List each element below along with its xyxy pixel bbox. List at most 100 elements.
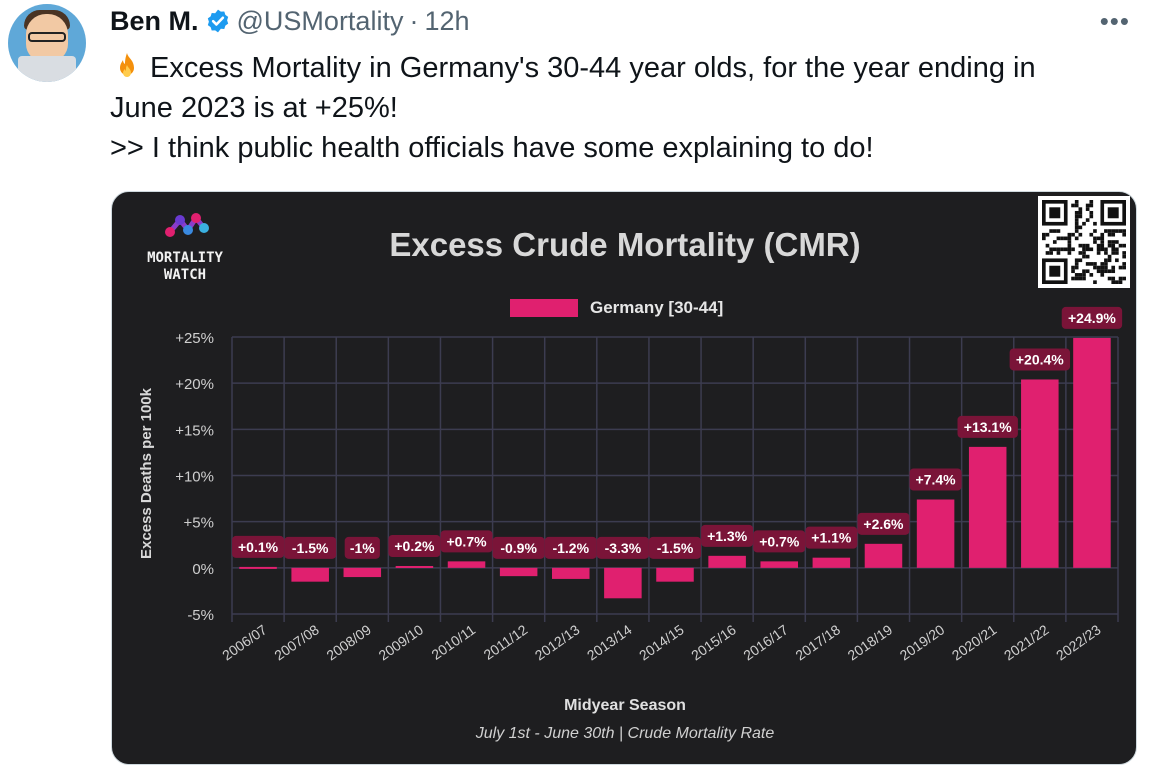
- mortality-watch-logo: MORTALITY WATCH: [130, 208, 240, 283]
- data-label: +20.4%: [1016, 351, 1064, 367]
- bar-2006-07: [239, 566, 277, 569]
- data-label-bg: [440, 530, 493, 553]
- x-tick-label: 2014/15: [636, 621, 687, 663]
- data-label: -0.9%: [500, 540, 537, 556]
- y-tick-label: +20%: [175, 376, 214, 393]
- author-name[interactable]: Ben M.: [110, 5, 199, 36]
- bar-2021-22: [1021, 379, 1059, 568]
- data-label-bg: [1061, 306, 1123, 329]
- tweet-line-1: Excess Mortality in Germany's 30-44 year…: [150, 52, 1036, 84]
- tweet-header: Ben M. @USMortality · 12h: [110, 4, 470, 38]
- bar-2017-18: [812, 557, 851, 568]
- bar-2008-09: [343, 567, 382, 578]
- avatar-glasses: [28, 32, 66, 42]
- data-label: -1%: [350, 540, 375, 556]
- y-tick-label: +5%: [184, 515, 214, 532]
- y-tick-label: +10%: [175, 469, 214, 486]
- separator-dot: ·: [409, 5, 419, 36]
- fire-emoji-icon: [120, 53, 134, 77]
- data-label-bg: [701, 524, 754, 547]
- verified-badge-icon: [207, 9, 228, 33]
- data-label-bg: [1009, 348, 1071, 371]
- data-label: +0.7%: [759, 533, 800, 549]
- x-tick-label: 2020/21: [949, 621, 1000, 663]
- post-time[interactable]: 12h: [424, 5, 470, 36]
- data-label: +13.1%: [964, 419, 1012, 435]
- data-label-bg: [909, 468, 962, 491]
- bar-2022-23: [1073, 337, 1111, 568]
- logo-graphic-icon: [165, 213, 209, 237]
- data-label-bg: [544, 536, 597, 559]
- bar-2016-17: [760, 561, 798, 568]
- chart-footnote: July 1st - June 30th | Crude Mortality R…: [475, 725, 775, 742]
- x-tick-label: 2008/09: [323, 621, 374, 663]
- bar-2018-19: [864, 543, 903, 568]
- bar-2009-10: [395, 565, 434, 568]
- bar-2014-15: [656, 567, 694, 582]
- data-label: +0.1%: [238, 539, 279, 555]
- x-tick-label: 2011/12: [481, 621, 531, 663]
- y-tick-label: +15%: [175, 422, 214, 439]
- data-label-bg: [388, 534, 441, 557]
- y-tick-label: 0%: [192, 561, 214, 578]
- data-label-bg: [957, 415, 1018, 438]
- data-label-bg: [649, 536, 701, 559]
- tweet-line-3: >> I think public health officials have …: [110, 132, 874, 164]
- x-axis-title: Midyear Season: [564, 697, 686, 714]
- x-tick-label: 2010/11: [428, 621, 478, 663]
- data-label: +0.2%: [394, 538, 435, 554]
- data-label: +7.4%: [916, 472, 957, 488]
- data-label-bg: [857, 512, 910, 535]
- data-label: +0.7%: [446, 533, 487, 549]
- tweet-line-2: June 2023 is at +25%!: [110, 92, 398, 124]
- y-tick-label: +25%: [175, 330, 214, 347]
- data-label-bg: [805, 526, 858, 549]
- bar-2020-21: [968, 446, 1007, 568]
- more-options-icon[interactable]: •••: [1099, 6, 1130, 36]
- avatar-laptop: [18, 56, 76, 82]
- x-tick-label: 2007/08: [271, 621, 322, 663]
- x-tick-label: 2006/07: [219, 621, 270, 663]
- x-tick-label: 2018/19: [845, 621, 896, 663]
- bar-2015-16: [708, 555, 746, 568]
- bar-2012-13: [552, 567, 590, 579]
- x-tick-label: 2019/20: [897, 621, 948, 663]
- x-tick-label: 2021/22: [1001, 621, 1052, 663]
- data-label: -1.5%: [657, 540, 694, 556]
- data-label: +1.3%: [707, 528, 748, 544]
- data-label-bg: [284, 536, 337, 559]
- bar-2010-11: [447, 561, 486, 568]
- logo-text-line-2: WATCH: [163, 267, 207, 283]
- data-label-bg: [753, 530, 806, 553]
- x-tick-label: 2013/14: [584, 621, 635, 663]
- bar-2013-14: [604, 567, 642, 599]
- avatar-face: [26, 14, 68, 62]
- data-label-bg: [232, 535, 285, 558]
- tweet-text: Excess Mortality in Germany's 30-44 year…: [110, 48, 1130, 168]
- author-handle[interactable]: @USMortality: [236, 5, 404, 36]
- bar-2019-20: [916, 499, 955, 568]
- data-label-bg: [492, 536, 545, 559]
- data-label: +24.9%: [1068, 310, 1116, 326]
- data-label: -1.5%: [292, 540, 329, 556]
- data-label: +1.1%: [811, 530, 852, 546]
- chart-card[interactable]: MORTALITY WATCH Excess Crude Mortality (…: [111, 191, 1137, 765]
- x-tick-label: 2016/17: [740, 621, 791, 663]
- chart-legend: Germany [30-44]: [510, 298, 723, 318]
- y-axis-title: Excess Deaths per 100k: [138, 387, 155, 559]
- x-tick-label: 2012/13: [532, 621, 583, 663]
- data-label-bg: [596, 536, 649, 559]
- logo-text-line-1: MORTALITY: [147, 250, 223, 266]
- data-label: -3.3%: [605, 540, 642, 556]
- avatar[interactable]: [8, 4, 86, 82]
- legend-label: Germany [30-44]: [590, 298, 724, 317]
- x-tick-label: 2017/18: [792, 621, 843, 663]
- bar-chart: +25% +20% +15% +10% +5% 0% -5% Excess Deaths pe…: [138, 306, 1123, 663]
- data-label: -1.2%: [552, 540, 589, 556]
- qr-code-icon: [1038, 196, 1130, 288]
- y-tick-label: -5%: [187, 607, 214, 624]
- x-tick-label: 2015/16: [688, 621, 739, 663]
- x-tick-label: 2009/10: [375, 621, 426, 663]
- data-label-bg: [344, 536, 380, 559]
- bar-2011-12: [499, 567, 538, 577]
